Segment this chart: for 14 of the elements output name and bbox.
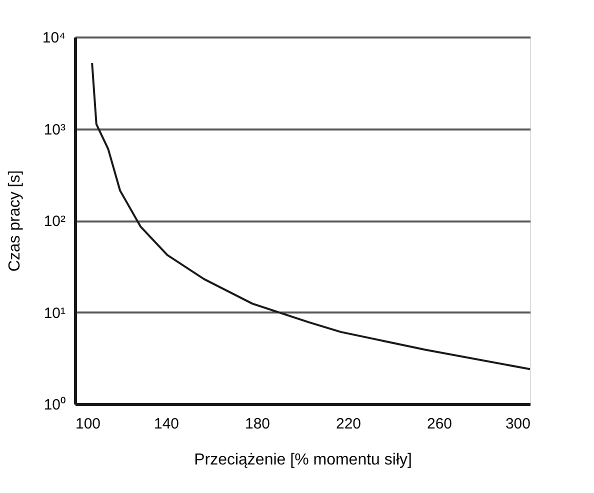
y-tick-label: 10⁰ — [44, 396, 66, 414]
y-tick-label: 10⁴ — [42, 30, 66, 46]
line-series — [91, 62, 531, 370]
x-axis-title: Przeciążenie [% momentu siły] — [194, 452, 412, 468]
x-tick-label: 100 — [76, 416, 101, 432]
y-axis-title: Czas pracy [s] — [6, 170, 24, 272]
x-tick-label: 140 — [154, 416, 180, 432]
y-tick-label: 10³ — [44, 121, 66, 138]
x-tick-label: 220 — [336, 416, 362, 432]
y-tick-label: 10¹ — [44, 304, 66, 322]
x-tick-label: 180 — [244, 416, 270, 432]
y-tick-label: 10² — [44, 213, 66, 230]
x-tick-label: 300 — [505, 416, 530, 432]
x-tick-label: 260 — [426, 416, 452, 432]
